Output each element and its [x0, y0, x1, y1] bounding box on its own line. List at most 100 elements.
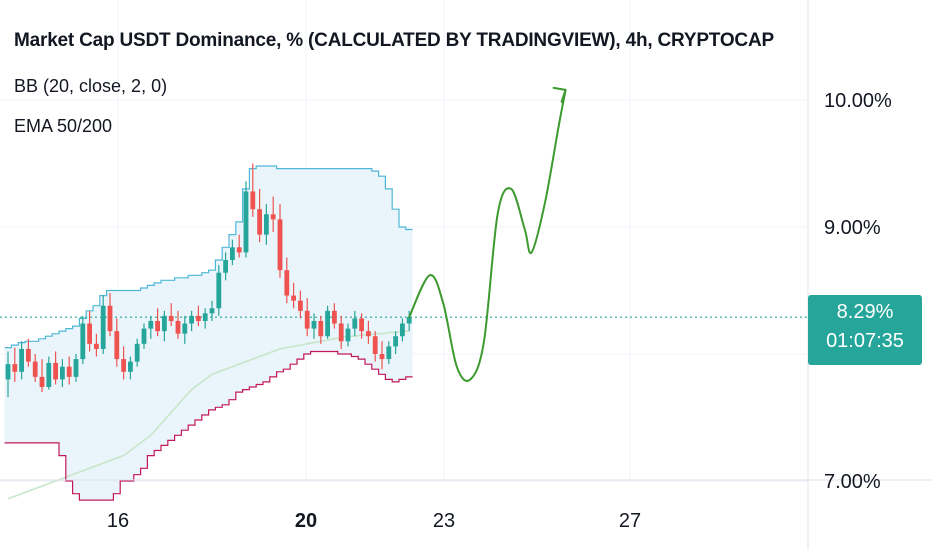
y-tick-label: 9.00% — [824, 217, 881, 239]
candle-body — [243, 191, 249, 253]
candle — [121, 346, 126, 380]
x-tick-label: 16 — [107, 510, 129, 532]
candle — [209, 300, 215, 321]
candle-body — [366, 331, 371, 337]
candle-body — [318, 320, 324, 337]
candle-body — [141, 328, 147, 344]
candle — [53, 351, 58, 385]
candle — [80, 315, 86, 365]
candle — [230, 239, 235, 266]
candle — [5, 351, 11, 398]
candle-body — [66, 366, 72, 377]
candle-body — [359, 318, 364, 332]
candle-body — [128, 361, 133, 372]
candle — [359, 313, 364, 339]
candle — [406, 310, 412, 332]
candle-body — [393, 336, 398, 347]
candle — [148, 315, 154, 339]
candle-body — [332, 310, 337, 324]
candle-body — [345, 328, 351, 342]
candle — [189, 310, 194, 332]
candle — [318, 315, 324, 344]
candle-body — [230, 247, 235, 261]
candle — [393, 331, 398, 354]
candle — [332, 303, 337, 329]
candle-body — [406, 317, 412, 324]
candle — [291, 282, 296, 309]
candle — [298, 290, 303, 319]
indicator-ema-label[interactable]: EMA 50/200 — [14, 116, 113, 136]
candle — [304, 298, 310, 337]
candle-body — [73, 359, 79, 377]
candle — [46, 356, 52, 390]
candles-group — [5, 163, 412, 398]
candle — [162, 310, 167, 342]
candle-body — [338, 323, 344, 342]
candle — [94, 333, 99, 357]
bar-countdown: 01:07:35 — [826, 330, 904, 352]
candle-body — [257, 209, 262, 235]
bb-band-fill — [4, 166, 413, 501]
current-price-badge: 8.29% 01:07:35 — [808, 295, 922, 365]
candle — [196, 305, 201, 327]
candle — [87, 310, 92, 352]
candle-body — [114, 331, 120, 360]
candle-body — [39, 376, 45, 388]
candle — [223, 252, 228, 281]
y-tick-label: 7.00% — [824, 471, 881, 493]
candle-body — [196, 315, 201, 321]
candle-body — [46, 362, 52, 388]
candle — [32, 354, 38, 382]
candle — [372, 331, 378, 362]
candle-body — [60, 366, 65, 380]
candle — [100, 295, 106, 354]
candle — [284, 257, 290, 304]
candle — [12, 347, 18, 382]
candle-body — [325, 310, 330, 337]
candle-body — [352, 318, 358, 329]
candle — [325, 305, 330, 339]
candle — [236, 234, 242, 258]
x-axis-labels: 16 20 23 27 — [107, 510, 641, 532]
x-tick-label: 27 — [619, 510, 641, 532]
projection-drawing-group[interactable] — [408, 86, 567, 382]
candle — [311, 313, 317, 339]
candle — [264, 204, 269, 245]
y-tick-label: 10.00% — [824, 90, 892, 112]
candle — [257, 188, 262, 243]
indicator-bb-label[interactable]: BB (20, close, 2, 0) — [14, 76, 168, 96]
candle-body — [209, 308, 215, 314]
candle-body — [26, 348, 31, 362]
current-price-value: 8.29% — [836, 301, 894, 323]
candle-body — [379, 354, 385, 360]
candle-body — [298, 300, 303, 311]
candle — [134, 338, 140, 367]
candle-body — [284, 270, 290, 296]
candle-body — [175, 320, 181, 334]
candle-body — [264, 214, 269, 235]
projection-arrowhead — [552, 86, 567, 103]
candle-body — [134, 343, 140, 362]
projection-curve[interactable] — [408, 88, 567, 382]
bb-lower-line — [4, 350, 413, 501]
candle — [114, 318, 120, 367]
bollinger-band-lines — [4, 165, 413, 501]
candle-body — [236, 247, 242, 253]
candle — [26, 338, 31, 367]
candle — [60, 359, 65, 388]
candle-body — [216, 272, 222, 309]
candle-body — [270, 214, 276, 220]
candle — [386, 341, 392, 365]
candle — [352, 310, 358, 337]
candle — [39, 359, 45, 393]
candle-body — [223, 260, 228, 273]
candle-body — [53, 362, 58, 380]
candle-body — [372, 336, 378, 354]
candle-body — [277, 219, 283, 271]
candle — [155, 308, 160, 337]
candle — [73, 354, 79, 382]
candle-body — [311, 320, 317, 329]
candle-body — [87, 323, 92, 344]
